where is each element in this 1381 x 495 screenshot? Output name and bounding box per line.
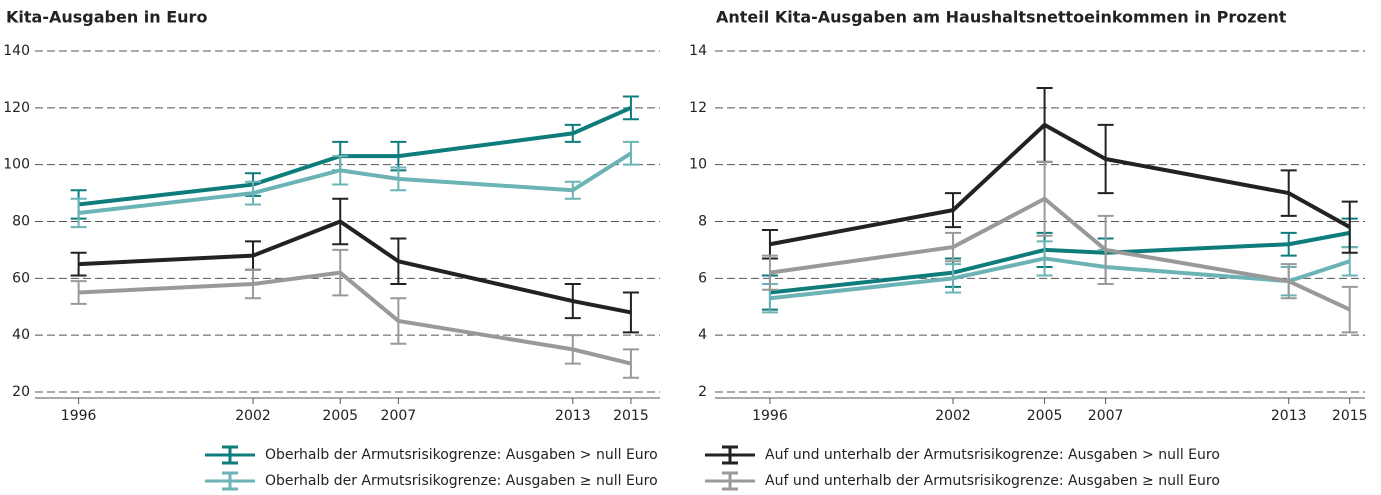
- x-tick-label: 2005: [1027, 408, 1063, 424]
- y-tick-label: 14: [689, 43, 707, 59]
- x-tick-label: 2002: [235, 408, 271, 424]
- series-line: [79, 273, 631, 364]
- chart: Kita-Ausgaben in Euro Anteil Kita-Ausgab…: [0, 0, 1381, 495]
- x-tick-label: 1996: [61, 408, 97, 424]
- y-tick-label: 10: [689, 157, 707, 173]
- series-line: [770, 233, 1350, 293]
- y-tick-label: 40: [12, 327, 30, 343]
- y-tick-label: 80: [12, 214, 30, 230]
- x-tick-label: 2015: [1332, 408, 1368, 424]
- series-line: [79, 153, 631, 213]
- x-tick-label: 2015: [613, 408, 649, 424]
- y-tick-label: 140: [3, 43, 30, 59]
- legend-label: Oberhalb der Armutsrisikogrenze: Ausgabe…: [265, 473, 658, 489]
- y-tick-label: 12: [689, 100, 707, 116]
- x-tick-label: 2013: [1271, 408, 1307, 424]
- page: Kita-Ausgaben in Euro Anteil Kita-Ausgab…: [0, 0, 1381, 495]
- x-tick-label: 2007: [1088, 408, 1124, 424]
- x-tick-label: 1996: [752, 408, 788, 424]
- y-tick-label: 2: [698, 384, 707, 400]
- series-line: [770, 199, 1350, 310]
- y-tick-label: 100: [3, 157, 30, 173]
- legend-symbol: [205, 447, 255, 463]
- legend-label: Auf und unterhalb der Armutsrisikogrenze…: [765, 473, 1220, 489]
- chart-title: Anteil Kita-Ausgaben am Haushaltsnettoei…: [716, 8, 1287, 27]
- y-tick-label: 20: [12, 384, 30, 400]
- x-tick-label: 2002: [935, 408, 971, 424]
- chart-title: Kita-Ausgaben in Euro: [6, 8, 207, 27]
- legend-symbol: [205, 473, 255, 489]
- legend-symbol: [705, 473, 755, 489]
- y-tick-label: 120: [3, 100, 30, 116]
- y-tick-label: 6: [698, 270, 707, 286]
- series-line: [770, 125, 1350, 244]
- legend-label: Oberhalb der Armutsrisikogrenze: Ausgabe…: [265, 447, 658, 463]
- series-line: [79, 222, 631, 313]
- legend-label: Auf und unterhalb der Armutsrisikogrenze…: [765, 447, 1220, 463]
- y-tick-label: 8: [698, 214, 707, 230]
- y-tick-label: 60: [12, 270, 30, 286]
- y-tick-label: 4: [698, 327, 707, 343]
- x-tick-label: 2005: [322, 408, 358, 424]
- legend-symbol: [705, 447, 755, 463]
- x-tick-label: 2007: [381, 408, 417, 424]
- x-tick-label: 2013: [555, 408, 591, 424]
